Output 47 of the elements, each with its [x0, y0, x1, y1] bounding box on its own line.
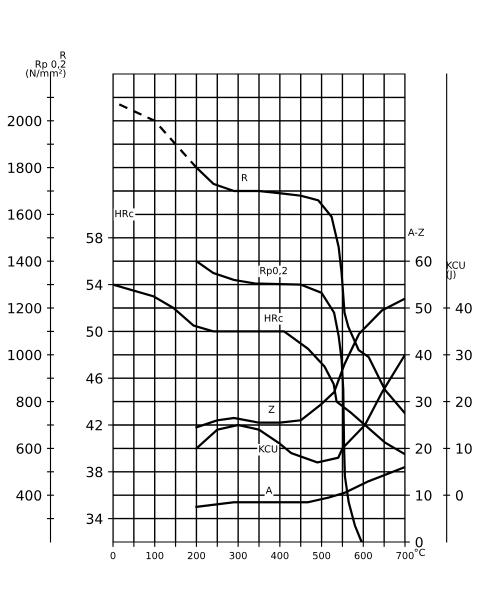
- series-label: HRc: [264, 314, 283, 322]
- x-tick-label: 0: [110, 552, 116, 560]
- y2-tick-label: 58: [86, 232, 102, 244]
- y-tick-label: 1800: [8, 162, 42, 174]
- y-tick-label: 30: [416, 396, 432, 408]
- y-tick-label: 800: [16, 396, 42, 408]
- y-tick-label: 1200: [8, 302, 42, 314]
- y-tick-label: 10: [416, 490, 432, 501]
- y2-tick-label: 20: [456, 396, 472, 408]
- x-tick-label: 300: [230, 552, 247, 560]
- x-axis-title: °C: [414, 548, 425, 556]
- y2-tick-label: 10: [456, 443, 472, 454]
- y-tick-label: 2000: [8, 116, 42, 126]
- y-axis-title: R Rp 0,2 (N/mm²): [26, 51, 66, 78]
- x-tick-label: 600: [354, 552, 372, 560]
- x-tick-label: 700: [396, 552, 414, 560]
- y-tick-label: 0: [416, 536, 423, 548]
- y2-axis-title: KCU (J): [446, 262, 465, 280]
- x-tick-label: 200: [188, 552, 206, 560]
- y-axis-title: A-Z: [408, 228, 424, 236]
- y2-tick-label: 46: [86, 373, 102, 384]
- y-tick-label: 40: [415, 350, 432, 360]
- y2-tick-label: 42: [86, 420, 102, 430]
- y-tick-label: 20: [416, 443, 432, 454]
- series-label: Z: [268, 406, 274, 413]
- y-tick-label: 1400: [8, 256, 42, 267]
- series-label: A: [266, 486, 272, 494]
- x-tick-label: 100: [146, 552, 164, 560]
- y-tick-label: 1600: [8, 209, 42, 220]
- x-tick-label: 400: [271, 552, 288, 560]
- series-label: KCU: [259, 445, 278, 453]
- series-label: Rp0,2: [260, 266, 287, 276]
- y-tick-label: 400: [16, 490, 42, 501]
- y2-tick-label: 50: [86, 326, 102, 337]
- y-tick-label: 1000: [8, 350, 42, 360]
- series-label: R: [242, 174, 248, 182]
- y2-tick-label: 0: [456, 490, 463, 501]
- y2-tick-label: 34: [86, 514, 102, 524]
- y2-axis-title: HRc: [115, 210, 134, 218]
- y2-tick-label: 40: [456, 302, 472, 314]
- y-tick-label: 60: [416, 256, 432, 267]
- y-tick-label: 50: [416, 302, 432, 314]
- y2-tick-label: 54: [86, 280, 102, 290]
- y-tick-label: 600: [16, 443, 42, 454]
- x-tick-label: 500: [313, 552, 330, 560]
- y2-tick-label: 30: [456, 350, 472, 360]
- y2-tick-label: 38: [86, 466, 102, 478]
